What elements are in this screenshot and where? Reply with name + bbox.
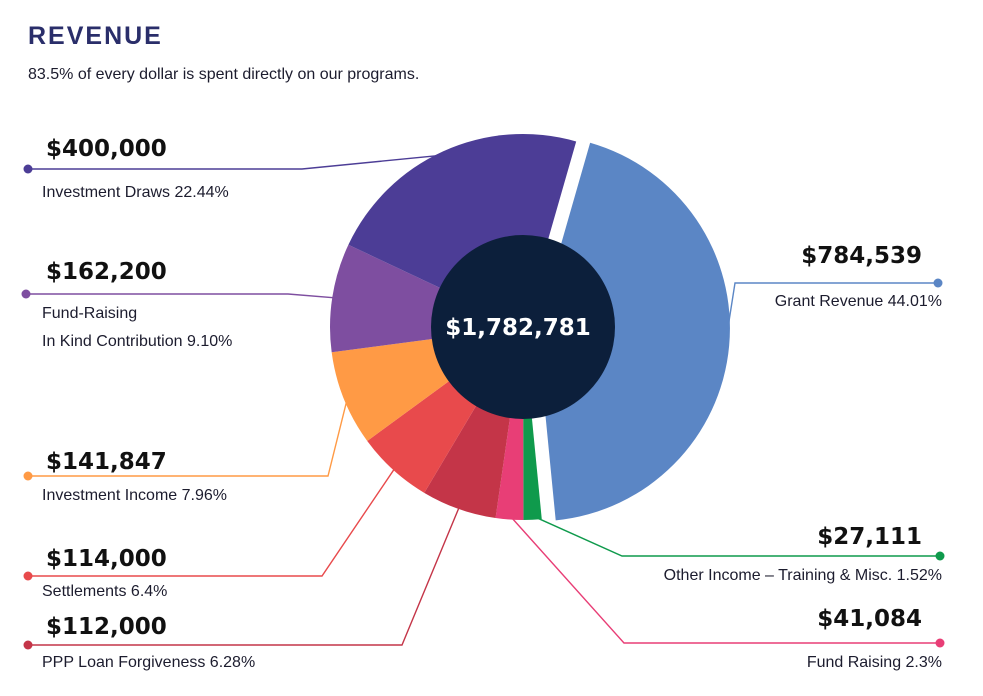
slice-amount-label: $400,000 [46, 136, 167, 162]
slice-amount-label: $41,084 [817, 606, 922, 632]
leader-dot [21, 289, 31, 299]
chart-subtitle: 83.5% of every dollar is spent directly … [28, 66, 420, 83]
leader-dot [935, 551, 945, 561]
leader-dot [935, 638, 945, 648]
leader-line [724, 282, 938, 346]
leader-line [28, 154, 446, 170]
slice-description-label: Investment Income 7.96% [42, 487, 227, 504]
leader-line [28, 466, 397, 577]
slice-amount-label: $27,111 [817, 524, 922, 550]
slice-description-label: Other Income – Training & Misc. 1.52% [664, 567, 942, 584]
slice-amount-label: $114,000 [46, 546, 167, 572]
slice-amount-label: $784,539 [801, 243, 922, 269]
slice-description-label: PPP Loan Forgiveness 6.28% [42, 654, 255, 671]
leader-dot [23, 164, 33, 174]
leader-line [532, 515, 940, 557]
slice-description-label: Fund-Raising [42, 305, 137, 322]
center-hole [431, 235, 615, 419]
slice-amount-label: $162,200 [46, 259, 167, 285]
slice-description-label: Investment Draws 22.44% [42, 184, 229, 201]
leader-line [28, 397, 349, 477]
leader-lines [21, 154, 945, 650]
leader-dot [23, 571, 33, 581]
pie-slice [536, 142, 730, 521]
leader-dot [23, 471, 33, 481]
leader-line [509, 515, 940, 644]
slice-description-label: Grant Revenue 44.01% [775, 293, 942, 310]
leader-line [26, 293, 337, 299]
leader-dot [23, 640, 33, 650]
slice-labels: $784,539 Grant Revenue 44.01% $27,111 Other… [42, 136, 942, 671]
slice-description-label: Fund Raising 2.3% [807, 654, 942, 671]
center-total-label: $1,782,781 [445, 315, 591, 341]
leader-dot [933, 278, 943, 288]
slice-amount-label: $112,000 [46, 614, 167, 640]
slice-description-label: Settlements 6.4% [42, 583, 167, 600]
leader-line [28, 504, 461, 646]
chart-title: REVENUE [28, 22, 163, 50]
slice-amount-label: $141,847 [46, 449, 167, 475]
slice-description-label: In Kind Contribution 9.10% [42, 333, 232, 350]
